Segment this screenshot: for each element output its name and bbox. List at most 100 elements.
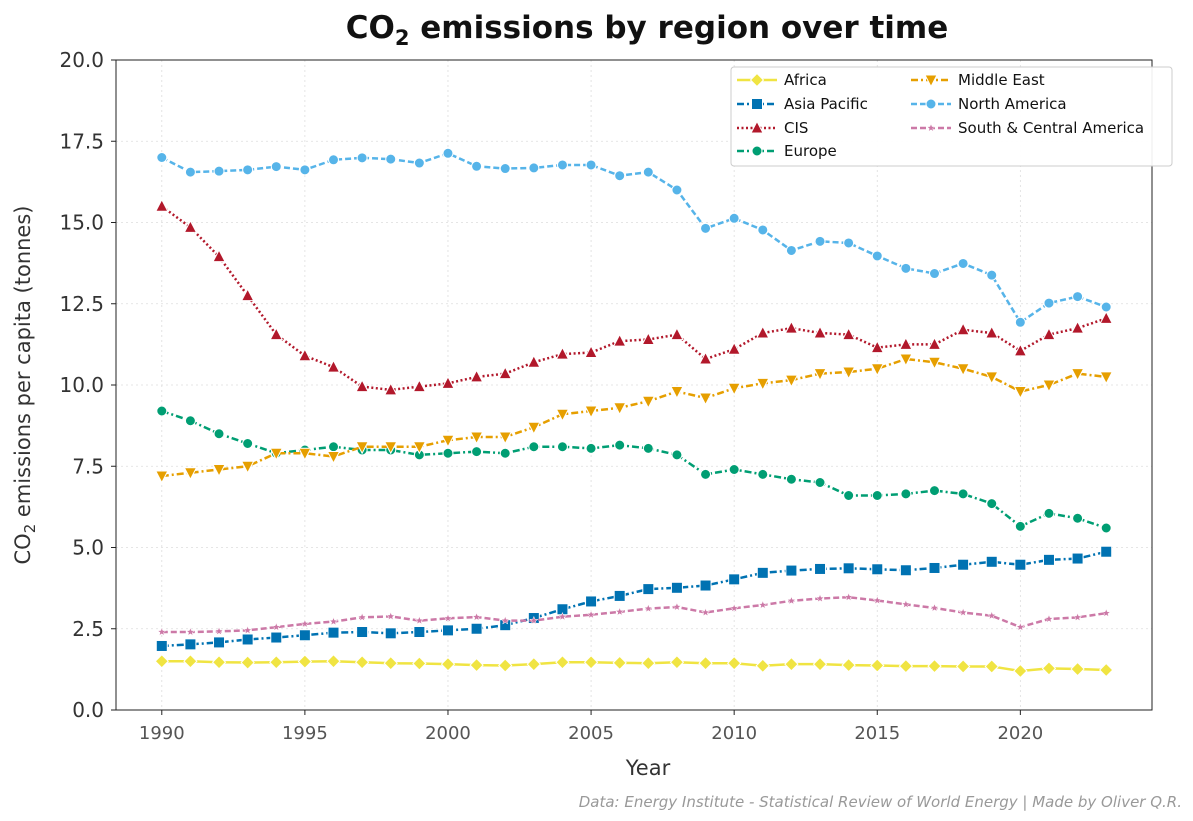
data-point-africa <box>955 659 971 674</box>
data-point-middle-east <box>1042 379 1056 393</box>
series-line-north-america <box>161 152 1107 324</box>
data-point-asia-pacific <box>585 595 598 608</box>
series-south-central-america <box>157 592 1111 636</box>
series-line-middle-east <box>161 357 1107 478</box>
data-point-south-central-america <box>700 607 711 617</box>
data-point-south-central-america <box>786 595 797 605</box>
data-point-cis <box>269 327 284 341</box>
data-point-cis <box>298 348 312 362</box>
data-point-africa <box>583 655 599 670</box>
data-point-north-america <box>356 152 368 164</box>
data-point-middle-east <box>956 363 970 377</box>
data-point-europe <box>1100 522 1112 534</box>
data-point-south-central-america <box>214 626 224 636</box>
data-point-cis <box>183 219 198 233</box>
data-point-europe <box>642 442 654 454</box>
y-axis-label: CO2 emissions per capita (tonnes) <box>11 206 39 565</box>
data-point-middle-east <box>412 441 427 455</box>
data-point-middle-east <box>1013 386 1028 400</box>
data-point-africa <box>412 656 427 671</box>
data-point-north-america <box>614 170 626 182</box>
data-point-africa <box>669 655 685 670</box>
x-tick-label: 1990 <box>139 723 185 744</box>
data-point-north-america <box>556 159 568 171</box>
data-point-cis <box>927 336 942 350</box>
data-point-cis <box>584 344 598 358</box>
data-point-north-america <box>270 161 282 173</box>
data-point-asia-pacific <box>957 558 970 571</box>
data-point-middle-east <box>183 467 198 481</box>
legend-label: South & Central America <box>958 119 1144 137</box>
legend-item-middle-east: Middle East <box>911 71 1045 89</box>
data-point-asia-pacific <box>241 633 254 646</box>
data-point-africa <box>1013 663 1028 679</box>
data-point-middle-east <box>1070 368 1085 382</box>
data-point-north-america <box>871 250 883 262</box>
data-point-asia-pacific <box>1100 545 1113 558</box>
data-point-africa <box>555 655 570 670</box>
data-point-cis <box>1070 320 1085 334</box>
data-point-north-america <box>928 268 940 280</box>
data-point-europe <box>957 488 969 500</box>
data-point-europe <box>900 488 912 500</box>
data-point-cis <box>240 288 255 302</box>
series-europe <box>156 405 1112 534</box>
data-point-south-central-america <box>872 595 882 605</box>
data-point-middle-east <box>813 368 827 382</box>
data-point-cis <box>984 325 999 339</box>
data-point-asia-pacific <box>814 562 827 575</box>
data-point-north-america <box>242 164 254 176</box>
y-tick-label: 10.0 <box>59 373 104 397</box>
data-point-south-central-america <box>357 612 367 622</box>
data-point-cis <box>899 336 913 350</box>
data-point-europe <box>843 490 855 501</box>
data-point-north-america <box>442 147 454 159</box>
chart-title: CO2 emissions by region over time <box>346 10 948 50</box>
data-point-africa <box>726 655 742 671</box>
data-point-north-america <box>585 159 597 171</box>
data-point-middle-east <box>670 386 684 400</box>
data-point-north-america <box>814 235 826 247</box>
data-point-africa <box>984 659 999 674</box>
data-point-asia-pacific <box>728 573 741 586</box>
data-point-europe <box>871 490 883 501</box>
data-point-asia-pacific <box>899 564 912 577</box>
data-point-europe <box>328 441 340 453</box>
legend-items: Africa Asia Pacific CIS Europe Middle East No… <box>737 71 1144 160</box>
legend-label: North America <box>958 95 1067 113</box>
data-point-middle-east <box>269 447 284 461</box>
data-point-europe <box>499 447 511 459</box>
data-point-africa <box>1099 662 1114 678</box>
data-point-south-central-america <box>815 593 825 603</box>
data-point-north-america <box>299 164 311 176</box>
data-point-africa <box>870 658 885 673</box>
data-point-north-america <box>1043 297 1055 309</box>
data-point-cis <box>1013 343 1028 357</box>
legend-swatch-marker <box>749 72 765 88</box>
data-point-africa <box>612 655 627 671</box>
series-line-africa <box>161 660 1107 673</box>
y-axis: 0.0 2.5 5.0 7.5 10.0 12.5 15.0 17.5 20.0 <box>59 48 116 722</box>
data-point-middle-east <box>527 421 541 435</box>
data-point-europe <box>184 415 196 427</box>
data-point-south-central-america <box>242 625 253 635</box>
data-point-cis <box>326 359 341 373</box>
data-point-asia-pacific <box>842 562 855 575</box>
data-point-north-america <box>156 152 168 163</box>
data-point-cis <box>527 354 541 368</box>
data-point-south-central-america <box>929 603 940 612</box>
legend-item-cis: CIS <box>737 119 808 137</box>
data-point-cis <box>555 346 570 360</box>
data-point-cis <box>956 322 970 336</box>
data-point-north-america <box>413 157 425 169</box>
legend-swatch-marker <box>925 98 937 110</box>
legend-item-europe: Europe <box>737 142 837 160</box>
data-point-africa <box>498 658 513 673</box>
data-point-cis <box>469 369 484 383</box>
y-tick-label: 17.5 <box>59 129 104 153</box>
data-point-cis <box>698 351 713 365</box>
data-point-south-central-america <box>386 611 396 621</box>
series-cis <box>154 198 1114 396</box>
data-point-africa <box>698 655 713 671</box>
data-point-south-central-america <box>843 592 854 602</box>
